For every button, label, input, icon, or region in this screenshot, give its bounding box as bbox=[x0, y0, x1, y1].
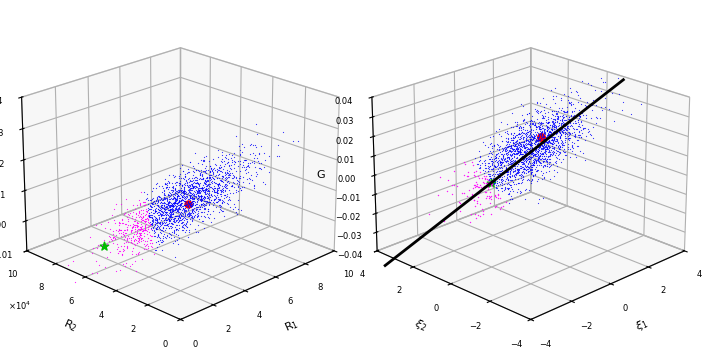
X-axis label: R$_1$: R$_1$ bbox=[282, 316, 300, 335]
Y-axis label: R$_2$: R$_2$ bbox=[60, 316, 79, 335]
X-axis label: $\xi_1$: $\xi_1$ bbox=[633, 317, 650, 334]
Y-axis label: $\xi_2$: $\xi_2$ bbox=[411, 317, 429, 334]
Text: $\times 10^4$: $\times 10^4$ bbox=[8, 300, 31, 312]
